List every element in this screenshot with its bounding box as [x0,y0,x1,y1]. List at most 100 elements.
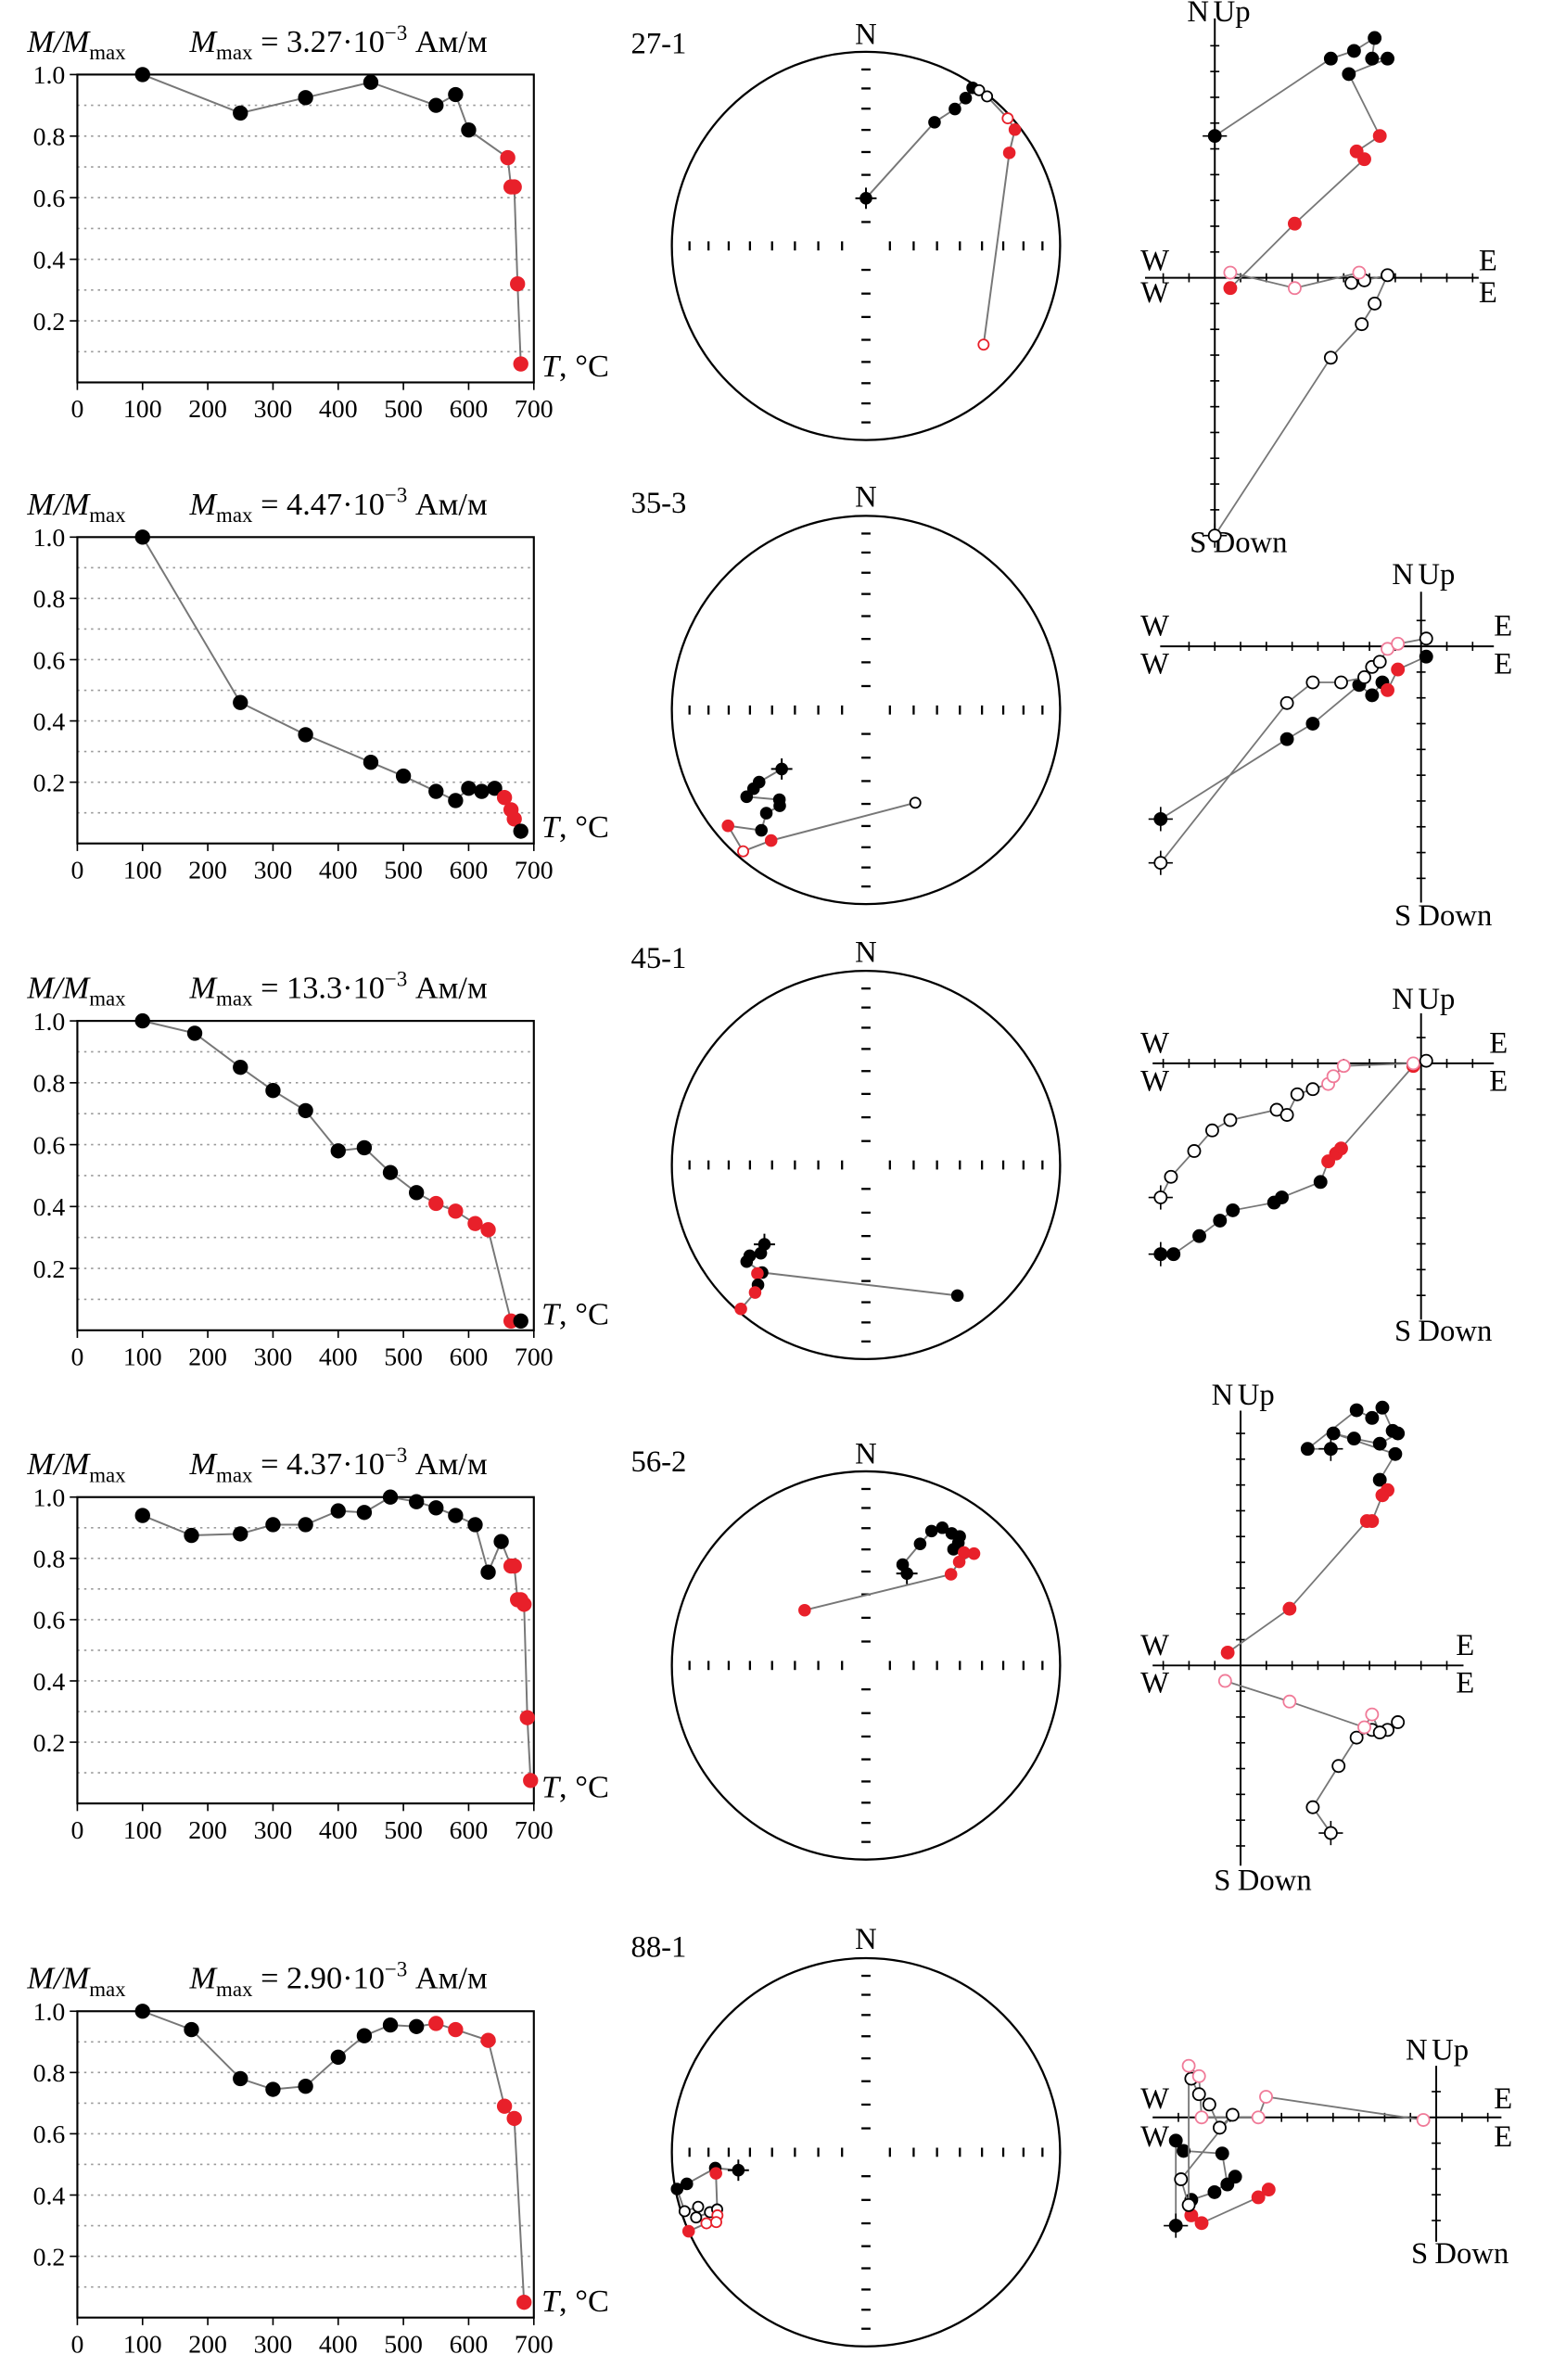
vertical-projection-point [1191,2087,1206,2102]
lower-hemisphere-point [764,834,778,847]
lower-hemisphere-point [754,1246,768,1260]
up-label: Up [1238,1379,1275,1412]
vertical-projection-point [1153,1190,1168,1204]
horizontal-projection-point [1326,1426,1341,1441]
mmax-exponent: −3 [385,1444,407,1467]
east-label: E [1456,1667,1474,1700]
demag-point [233,1059,248,1075]
ylabel-sub: max [89,987,126,1011]
lower-hemisphere-point [670,2183,684,2195]
horizontal-projection-point [1300,1442,1315,1457]
demag-point [513,823,528,839]
demag-point-red [500,149,516,166]
x-tick-label: 200 [188,2330,227,2359]
x-tick-label: 700 [515,1343,554,1371]
zijderveld-diagram-3: N Up S Down WW EE [1140,983,1508,1348]
xlabel-unit: , °C [559,1770,609,1805]
vertical-projection-point [1391,1715,1406,1729]
mmax-symbol: M [188,487,218,522]
demag-point [265,2081,281,2097]
north-label: N [1392,983,1414,1016]
demag-line [142,73,522,364]
xlabel-unit: , °C [559,2284,609,2319]
demag-chart-2: 0.2 0.4 0.6 0.8 1.0 0 100 200 300 400 500 600 700 M/M… [26,484,608,885]
x-axis-label: T, °C [541,2284,609,2319]
upper-hemisphere-point [690,2211,703,2224]
sample-label: 35-3 [630,487,686,520]
mmax-label: Mmax = 13.3·10−3 Ам/м [188,967,487,1010]
mmax-exponent: −3 [385,484,407,507]
vertical-projection-point [1323,350,1338,365]
y-tick-label: 0.4 [33,707,66,736]
sample-label: 88-1 [630,1930,686,1964]
lower-hemisphere-point [950,1289,964,1303]
demag-point [363,74,379,90]
horizontal-projection-point [1168,2133,1183,2148]
horizontal-projection-point [1215,2146,1229,2161]
vertical-projection-point [1355,317,1369,332]
demag-point-red [467,1215,483,1231]
horizontal-projection-point [1391,662,1406,677]
xlabel-unit: , °C [559,1296,609,1331]
mmax-exponent: −3 [385,21,407,45]
horizontal-projection-path [1160,1065,1415,1255]
horizontal-projection-point [1207,2184,1222,2199]
demag-point [467,1517,483,1533]
zijderveld-diagram-1: N Up S Down WW EE [1140,0,1497,560]
demag-point [233,1526,248,1542]
east-label: E [1494,610,1512,643]
down-label: Down [1418,899,1492,933]
ylabel-sub: max [89,1978,126,2001]
vertical-projection-point [1372,655,1387,669]
up-label: Up [1432,2034,1469,2068]
y-tick-label: 1.0 [33,1008,66,1037]
horizontal-projection-point [1349,1403,1364,1418]
horizontal-projection-point [1305,717,1320,731]
vertical-projection-point [1181,2058,1196,2073]
demag-point-red [506,179,522,195]
y-tick-label: 0.2 [33,1729,66,1758]
upper-hemisphere-point [981,90,994,103]
vertical-projection-point [1202,2097,1216,2112]
demag-point-red [510,276,526,292]
horizontal-projection-point [1207,129,1222,144]
lower-hemisphere-point [947,1543,961,1556]
demag-point [134,1508,150,1523]
x-tick-label: 700 [515,2330,554,2359]
mmax-value: = 2.90·10 [252,1961,384,1996]
x-tick-label: 100 [123,856,162,885]
horizontal-projection-point [1220,1645,1235,1660]
mmax-unit: Ам/м [407,1961,487,1996]
x-tick-label: 400 [319,1816,358,1845]
demag-point [233,694,248,710]
x-tick-label: 600 [450,856,489,885]
upper-hemisphere-point [737,845,749,858]
vertical-projection-point [1187,1144,1202,1158]
zijderveld-diagram-2: N Up S Down WW EE [1140,558,1512,933]
vertical-projection-point [1279,1108,1294,1122]
x-tick-label: 0 [70,395,83,424]
x-axis-label: T, °C [541,349,609,384]
horizontal-projection-point [1342,67,1356,82]
y-axis-label: M/Mmax [26,487,126,527]
upper-hemisphere-point [678,2205,691,2218]
mmax-sub: max [216,503,253,527]
mmax-unit: Ам/м [407,1446,487,1482]
lower-hemisphere-point [721,819,734,833]
mmax-sub: max [216,987,253,1011]
vertical-projection-point [1344,275,1359,290]
y-tick-label: 0.8 [33,1546,66,1574]
y-tick-label: 0.6 [33,1607,66,1635]
vertical-projection-point [1365,1707,1380,1722]
demag-point [448,86,464,103]
lower-hemisphere-point [913,1537,927,1550]
vertical-projection-point [1259,2090,1273,2104]
horizontal-projection-point [1375,1488,1390,1503]
horizontal-projection-point [1372,1472,1387,1487]
upper-hemisphere-point [977,338,990,351]
horizontal-projection-point [1365,688,1380,703]
west-label: W [1140,1064,1169,1098]
demag-point [134,529,150,545]
horizontal-projection-point [1388,1446,1403,1461]
x-tick-label: 700 [515,856,554,885]
